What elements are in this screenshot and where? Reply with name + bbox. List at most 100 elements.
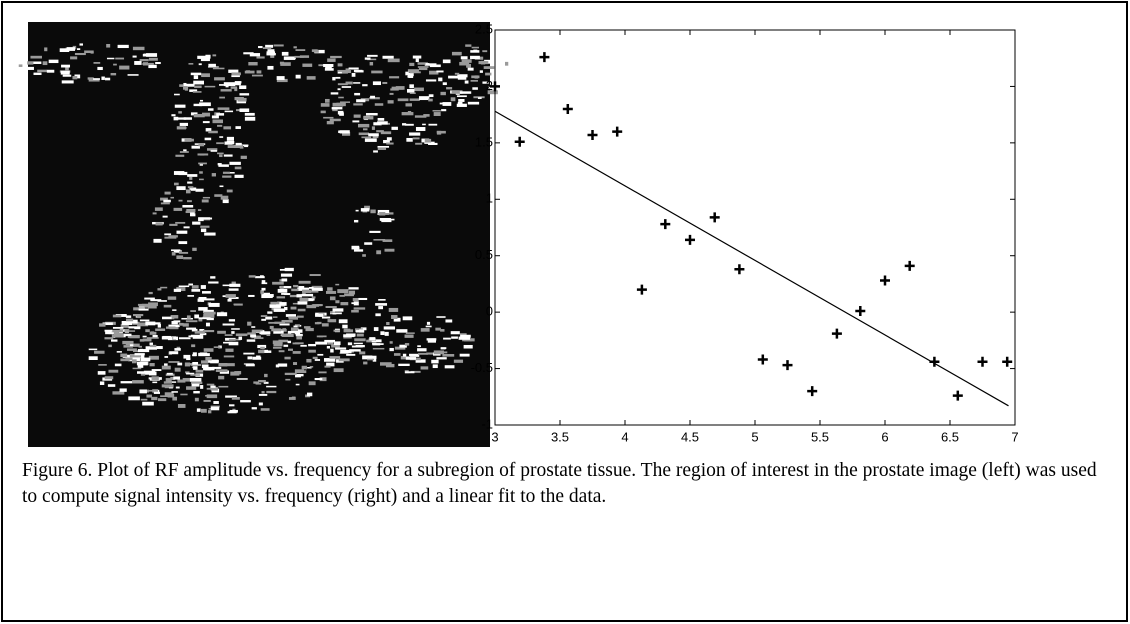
- speckle: [391, 315, 398, 319]
- speckle: [210, 385, 216, 390]
- speckle: [470, 55, 480, 60]
- speckle: [239, 145, 244, 149]
- speckle: [406, 137, 413, 142]
- speckle: [231, 72, 241, 76]
- speckle: [59, 48, 70, 53]
- speckle: [368, 133, 379, 137]
- speckle: [339, 130, 350, 134]
- speckle: [229, 283, 241, 287]
- speckle: [129, 343, 134, 347]
- speckle: [139, 389, 147, 394]
- speckle: [397, 98, 409, 102]
- speckle: [462, 338, 472, 342]
- speckle: [258, 379, 266, 383]
- speckle: [187, 181, 193, 184]
- speckle: [339, 295, 345, 297]
- speckle: [478, 61, 489, 65]
- speckle: [202, 329, 215, 333]
- speckle: [293, 46, 297, 49]
- speckle: [220, 195, 229, 200]
- speckle: [308, 290, 319, 293]
- speckle: [346, 353, 356, 356]
- speckle: [348, 287, 359, 290]
- point: [539, 52, 550, 63]
- speckle: [183, 257, 192, 260]
- speckle: [260, 315, 268, 317]
- speckle: [234, 174, 244, 178]
- speckle: [48, 59, 59, 64]
- speckle: [353, 103, 363, 106]
- speckle: [405, 332, 415, 334]
- speckle: [130, 343, 140, 347]
- speckle: [428, 98, 433, 102]
- speckle: [305, 327, 314, 332]
- speckle: [225, 294, 236, 298]
- speckle: [130, 355, 139, 357]
- speckle: [190, 112, 198, 116]
- speckle: [207, 108, 214, 111]
- speckle: [386, 321, 390, 326]
- speckle: [184, 138, 194, 142]
- speckle: [356, 333, 364, 337]
- speckle: [263, 381, 269, 384]
- speckle: [120, 381, 133, 384]
- speckle: [379, 212, 386, 216]
- speckle: [76, 48, 81, 51]
- caption: Figure 6. Plot of RF amplitude vs. frequ…: [22, 460, 1097, 507]
- speckle: [417, 348, 427, 352]
- speckle: [297, 308, 306, 312]
- speckle: [190, 72, 202, 76]
- speckle: [409, 92, 416, 94]
- speckle: [247, 356, 253, 360]
- speckle: [404, 123, 414, 126]
- speckle: [248, 62, 258, 66]
- speckle: [261, 391, 265, 394]
- speckle: [306, 392, 313, 397]
- speckle: [436, 130, 446, 134]
- speckle: [186, 386, 197, 390]
- speckle: [318, 371, 327, 374]
- speckle: [382, 81, 388, 84]
- speckle: [442, 354, 455, 357]
- point: [709, 212, 720, 223]
- speckle: [382, 239, 393, 242]
- speckle: [398, 363, 410, 367]
- speckle: [189, 378, 202, 382]
- speckle: [219, 154, 223, 158]
- speckle: [139, 319, 150, 322]
- speckle: [260, 346, 265, 350]
- speckle: [461, 59, 472, 63]
- speckle: [203, 366, 215, 371]
- speckle: [369, 230, 381, 233]
- speckle: [161, 365, 171, 370]
- speckle: [200, 57, 210, 62]
- speckle: [199, 171, 203, 174]
- speckle: [265, 44, 274, 48]
- speckle: [399, 344, 407, 348]
- speckle: [235, 126, 241, 129]
- speckle: [410, 370, 421, 373]
- speckle: [284, 293, 290, 296]
- speckle: [194, 330, 205, 334]
- speckle: [457, 101, 463, 105]
- speckle: [107, 384, 116, 387]
- speckle: [121, 321, 133, 325]
- speckle: [202, 112, 211, 117]
- speckle: [324, 339, 336, 343]
- speckle: [256, 355, 261, 358]
- speckle: [367, 54, 378, 57]
- speckle: [360, 327, 367, 331]
- speckle: [204, 85, 216, 88]
- speckle: [179, 122, 189, 126]
- speckle: [385, 362, 390, 365]
- speckle: [173, 250, 180, 253]
- speckle: [377, 209, 390, 214]
- speckle: [177, 362, 183, 366]
- speckle: [25, 66, 34, 70]
- speckle: [338, 319, 348, 324]
- speckle: [165, 373, 175, 376]
- speckle: [248, 275, 256, 278]
- speckle: [218, 375, 225, 380]
- speckle: [111, 334, 116, 339]
